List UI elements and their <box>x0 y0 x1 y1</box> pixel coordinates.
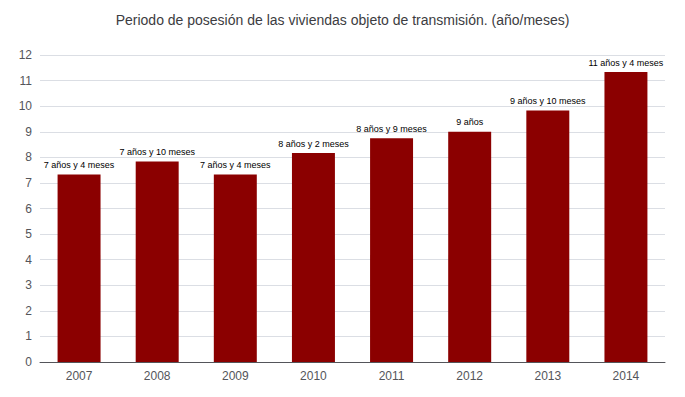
svg-text:2013: 2013 <box>534 369 561 383</box>
svg-text:7 años y 10 meses: 7 años y 10 meses <box>119 147 195 157</box>
svg-text:9 años y 10 meses: 9 años y 10 meses <box>510 96 586 106</box>
svg-text:8: 8 <box>25 150 32 164</box>
svg-text:2014: 2014 <box>613 369 640 383</box>
svg-text:11 años y 4 meses: 11 años y 4 meses <box>589 58 664 68</box>
svg-text:2008: 2008 <box>144 369 171 383</box>
svg-text:0: 0 <box>25 355 32 369</box>
svg-text:7 años y 4 meses: 7 años y 4 meses <box>44 160 115 170</box>
svg-text:3: 3 <box>25 278 32 292</box>
svg-text:2009: 2009 <box>222 369 249 383</box>
svg-text:2011: 2011 <box>379 369 405 383</box>
svg-text:8 años y 2 meses: 8 años y 2 meses <box>278 139 349 149</box>
svg-text:2007: 2007 <box>66 369 93 383</box>
svg-text:12: 12 <box>19 48 33 62</box>
svg-text:11: 11 <box>20 74 33 88</box>
svg-text:10: 10 <box>19 99 33 113</box>
svg-text:1: 1 <box>25 329 32 343</box>
svg-text:8 años y 9 meses: 8 años y 9 meses <box>356 124 427 134</box>
svg-text:6: 6 <box>25 202 32 216</box>
svg-text:9 años: 9 años <box>456 117 484 127</box>
svg-text:7: 7 <box>25 176 32 190</box>
svg-text:2: 2 <box>25 304 32 318</box>
svg-text:9: 9 <box>25 125 32 139</box>
svg-text:4: 4 <box>25 253 32 267</box>
svg-text:2010: 2010 <box>300 369 327 383</box>
svg-text:2012: 2012 <box>456 369 483 383</box>
svg-text:7 años y 4 meses: 7 años y 4 meses <box>200 160 271 170</box>
svg-text:5: 5 <box>25 227 32 241</box>
svg-text:Periodo de posesión de las viv: Periodo de posesión de las viviendas obj… <box>116 12 570 28</box>
